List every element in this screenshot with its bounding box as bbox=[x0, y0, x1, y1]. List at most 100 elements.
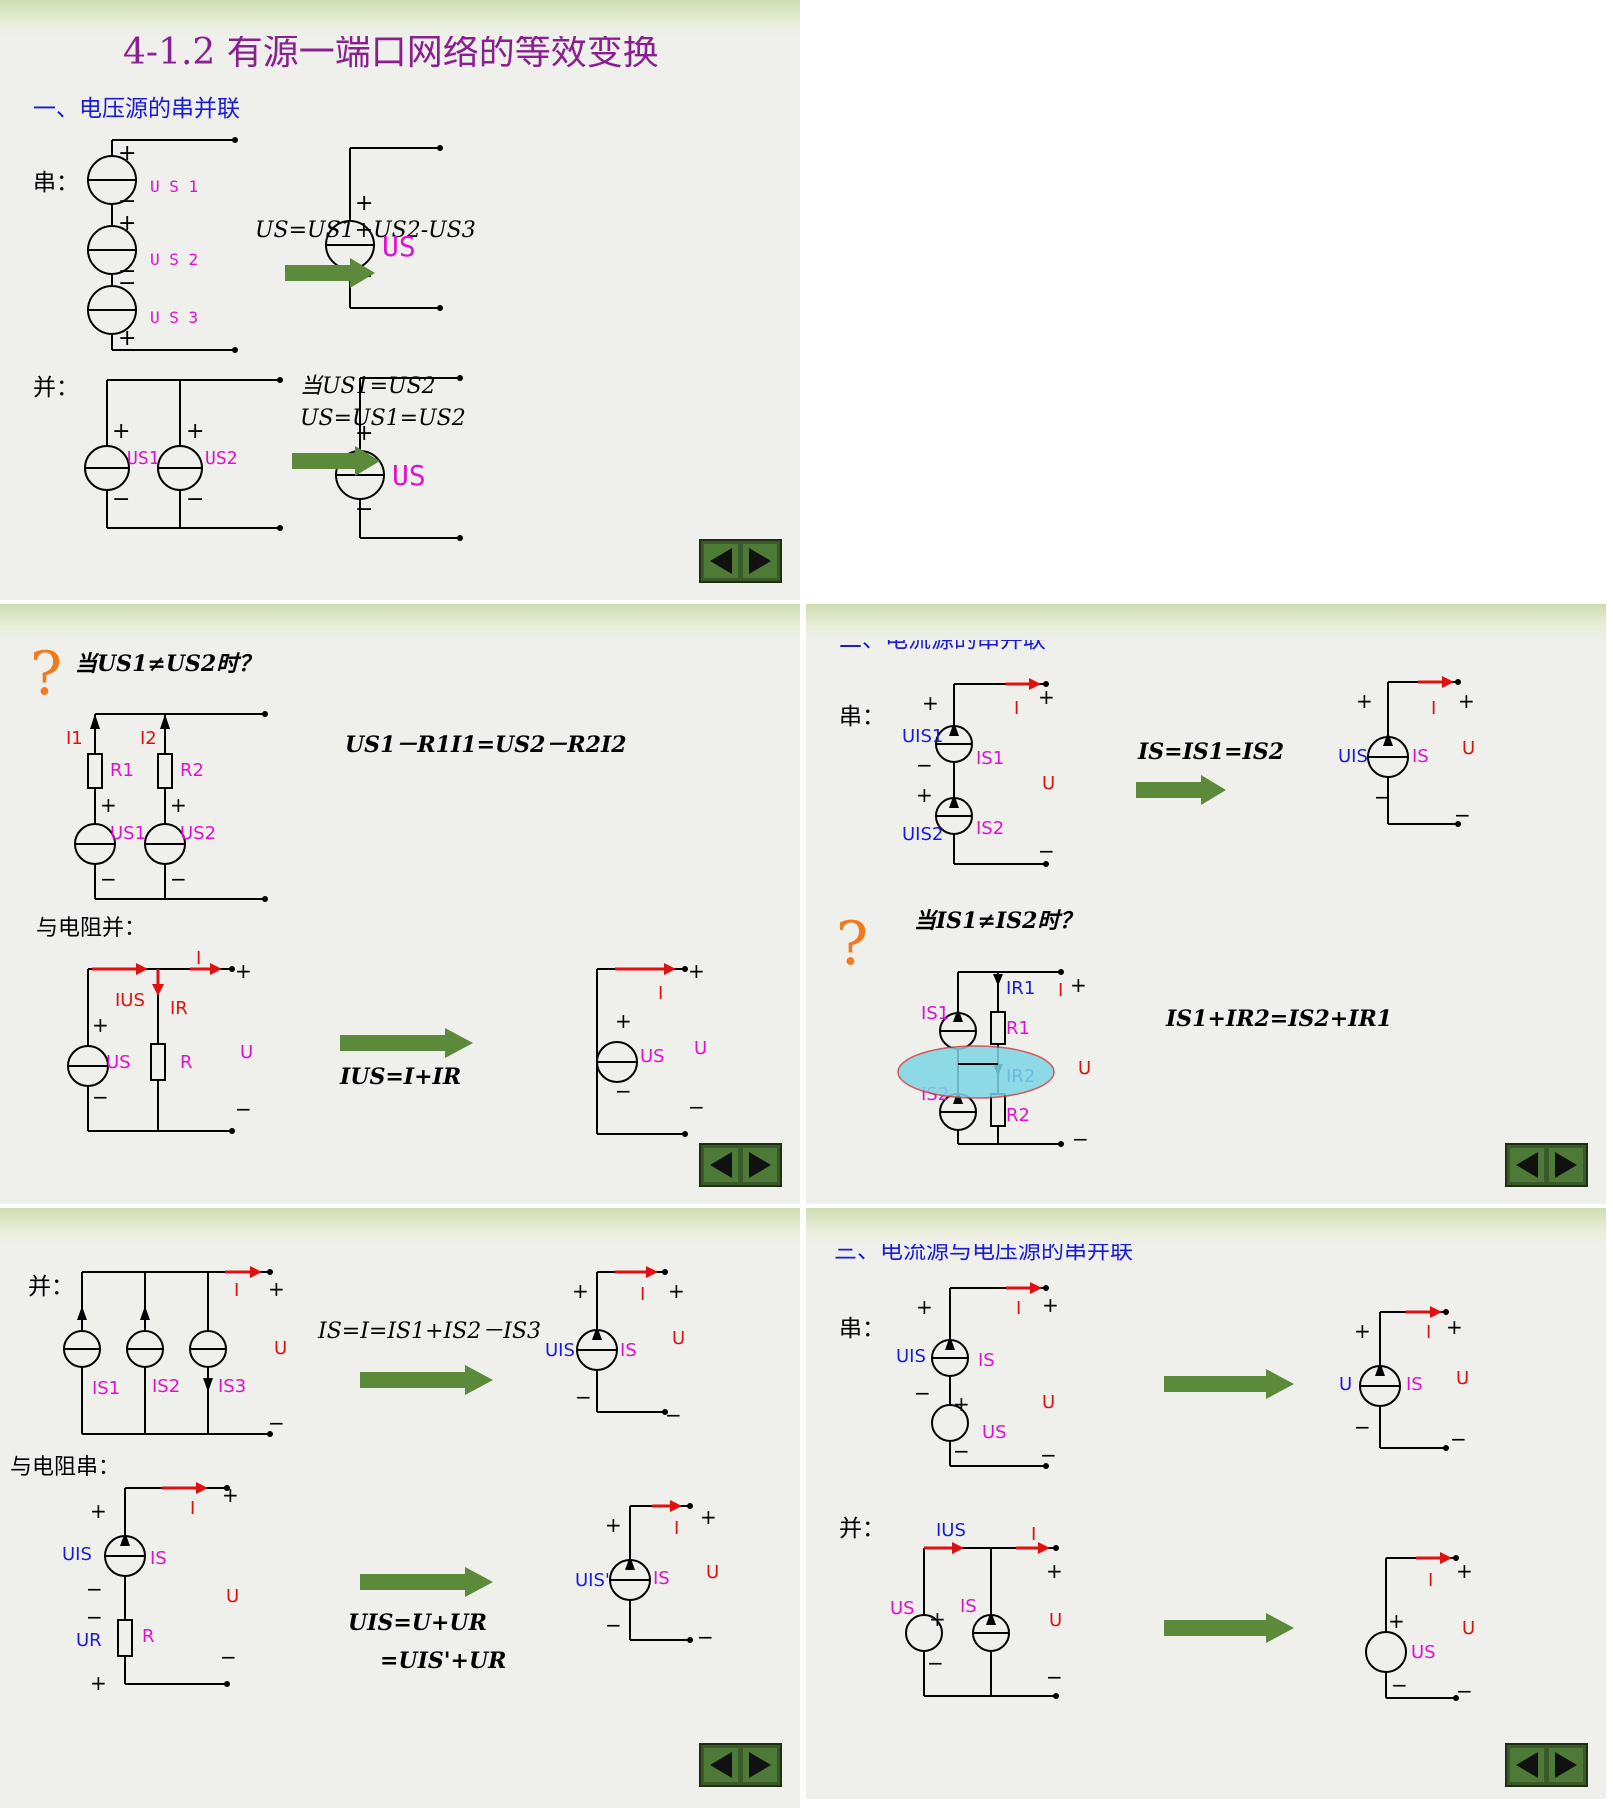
label-uis: UIS bbox=[1338, 746, 1368, 767]
label-i-out-2: I bbox=[674, 1518, 679, 1539]
label-ir1: IR1 bbox=[1006, 978, 1035, 999]
equation-2: IUS=I+IR bbox=[339, 1064, 461, 1090]
label-i: I bbox=[1014, 698, 1019, 719]
label-uis: UIS bbox=[896, 1346, 926, 1367]
svg-text:+: + bbox=[235, 959, 252, 983]
svg-text:−: − bbox=[100, 867, 117, 891]
equation-2: IS1+IR2=IS2+IR1 bbox=[1165, 1006, 1392, 1032]
svg-text:−: − bbox=[1072, 1127, 1089, 1151]
transform-arrow-1 bbox=[360, 1365, 493, 1395]
svg-text:+: + bbox=[916, 783, 933, 807]
svg-text:+: + bbox=[1356, 689, 1373, 713]
transform-arrow bbox=[340, 1028, 473, 1058]
svg-text:−: − bbox=[1038, 839, 1055, 863]
svg-text:−: − bbox=[575, 1385, 592, 1409]
svg-text:−: − bbox=[86, 1605, 103, 1629]
label-us1: U S 1 bbox=[150, 177, 198, 196]
svg-text:−: − bbox=[1454, 803, 1471, 827]
label-i: I bbox=[196, 948, 201, 969]
svg-text:+: + bbox=[572, 1279, 589, 1303]
label-u-out: U bbox=[672, 1328, 685, 1349]
label-u-out-2: U bbox=[706, 1562, 719, 1583]
label-uis-2: UIS bbox=[62, 1544, 92, 1565]
equation-1: IS=IS1=IS2 bbox=[1137, 739, 1284, 765]
transform-arrow-2 bbox=[1164, 1613, 1294, 1643]
question-text: 当US1≠US2时？ bbox=[75, 651, 260, 677]
label-u: U bbox=[274, 1338, 287, 1359]
label-us2: U S 2 bbox=[150, 250, 198, 269]
svg-text:−: − bbox=[916, 753, 933, 777]
label-r2: R2 bbox=[1006, 1105, 1030, 1126]
transform-arrow bbox=[1136, 775, 1226, 805]
svg-text:−: − bbox=[1391, 1673, 1408, 1697]
label-u: U bbox=[1042, 773, 1055, 794]
label-is1: IS1 bbox=[976, 748, 1004, 769]
svg-text:−: − bbox=[688, 1095, 705, 1119]
label-is2: IS2 bbox=[976, 818, 1004, 839]
svg-text:+: + bbox=[1458, 689, 1475, 713]
svg-text:−: − bbox=[112, 487, 130, 512]
nav-buttons[interactable] bbox=[700, 1144, 781, 1186]
question-mark-icon: ? bbox=[30, 639, 62, 709]
slide-active-source: 4-1.2 有源一端口网络的等效变换 一、电压源的串并联 串： + − + bbox=[0, 0, 800, 600]
label-i-out: I bbox=[640, 1284, 645, 1305]
label-i-out: I bbox=[658, 983, 663, 1004]
svg-text:+: + bbox=[615, 1009, 632, 1033]
heading-current-sources: 二、电流源的串并联 bbox=[839, 627, 1046, 653]
svg-text:−: − bbox=[697, 1625, 714, 1649]
svg-text:−: − bbox=[615, 1079, 632, 1103]
label-i: I bbox=[234, 1280, 239, 1301]
transform-arrow-1 bbox=[1164, 1369, 1294, 1399]
nav-buttons[interactable] bbox=[1506, 1744, 1587, 1786]
svg-text:−: − bbox=[1046, 1665, 1063, 1689]
svg-text:+: + bbox=[1354, 1319, 1371, 1343]
label-is2: IS2 bbox=[152, 1376, 180, 1397]
label-is-out: IS bbox=[620, 1340, 637, 1361]
label-i-2: I bbox=[1031, 1524, 1036, 1545]
label-us-out: US bbox=[382, 230, 416, 263]
label-u-out: U bbox=[1456, 1368, 1469, 1389]
svg-text:+: + bbox=[1070, 973, 1087, 997]
label-us: US bbox=[106, 1052, 131, 1073]
parallel-condition: 当US1=US2 bbox=[300, 374, 436, 399]
label-i-2: I bbox=[1058, 980, 1063, 1001]
label-us-2: US bbox=[890, 1598, 915, 1619]
label-us: US bbox=[982, 1422, 1007, 1443]
svg-text:+: + bbox=[92, 1013, 109, 1037]
label-ius: IUS bbox=[115, 990, 145, 1011]
slide-mixed-sources: 三、电流源与电压源的串并联 串： + − + − + − + − + − + − + − + − + − I… bbox=[806, 1208, 1606, 1799]
heading-voltage-sources: 一、电压源的串并联 bbox=[33, 96, 240, 122]
with-resistor-label: 与电阻串： bbox=[10, 1455, 120, 1480]
nav-buttons[interactable] bbox=[1506, 1144, 1587, 1186]
with-resistor-label: 与电阻并： bbox=[36, 916, 146, 941]
label-u-2: U bbox=[1078, 1058, 1091, 1079]
equation-1: US1－R1I1=US2－R2I2 bbox=[345, 732, 627, 758]
svg-text:+: + bbox=[112, 419, 130, 444]
svg-text:−: − bbox=[1040, 1443, 1057, 1467]
slide-current-sources: 二、电流源的串并联 串： + − + − + + − + − + − I U bbox=[806, 604, 1606, 1204]
parallel-label: 并： bbox=[839, 1516, 885, 1542]
label-us2: US2 bbox=[180, 823, 216, 844]
label-u-out: U bbox=[694, 1038, 707, 1059]
svg-text:−: − bbox=[1456, 1679, 1473, 1703]
svg-text:+: + bbox=[118, 211, 136, 236]
nav-buttons[interactable] bbox=[700, 1744, 781, 1786]
svg-text:+: + bbox=[100, 793, 117, 817]
svg-text:+: + bbox=[90, 1499, 107, 1523]
label-r1: R1 bbox=[110, 760, 134, 781]
label-u-out: U bbox=[1462, 738, 1475, 759]
svg-text:+: + bbox=[186, 419, 204, 444]
svg-text:−: − bbox=[914, 1381, 931, 1405]
label-r: R bbox=[180, 1052, 193, 1073]
parallel-label: 并： bbox=[28, 1274, 74, 1300]
equation-2b: =UIS'+UR bbox=[380, 1648, 506, 1674]
slide-4-canvas: 二、电流源的串并联 串： +−+−+ +−+− +− I U bbox=[806, 604, 1606, 1204]
label-ur: UR bbox=[76, 1630, 102, 1651]
highlight-ellipse bbox=[898, 1046, 1054, 1098]
svg-text:+: + bbox=[1388, 1609, 1405, 1633]
question-mark-icon: ? bbox=[836, 909, 868, 979]
label-us3: U S 3 bbox=[150, 308, 198, 327]
slide-title: 4-1.2 有源一端口网络的等效变换 bbox=[123, 32, 659, 73]
nav-buttons[interactable] bbox=[700, 540, 781, 582]
label-i-out-2: I bbox=[1428, 1570, 1433, 1591]
